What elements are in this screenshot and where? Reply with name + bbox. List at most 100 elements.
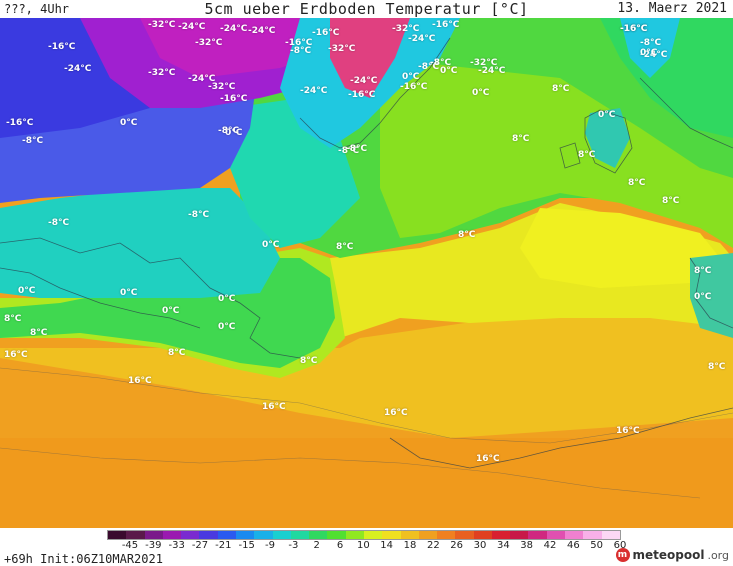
temperature-label: 0°C: [225, 128, 243, 138]
color-scale-segment: [199, 531, 218, 539]
init-time: +69h Init:06Z10MAR2021: [4, 552, 163, 566]
color-scale-tick: 50: [590, 540, 604, 551]
temperature-label: -32°C: [392, 24, 420, 34]
color-scale-tick: 10: [356, 540, 370, 551]
color-scale-segment: [455, 531, 474, 539]
temperature-label: 8°C: [552, 84, 570, 94]
temperature-label: 8°C: [300, 356, 318, 366]
temperature-label: -24°C: [478, 66, 506, 76]
color-scale-segment: [217, 531, 236, 539]
color-scale-segment: [108, 531, 127, 539]
color-scale-segment: [565, 531, 584, 539]
color-scale-tick: 26: [450, 540, 464, 551]
color-scale-tick: 22: [426, 540, 440, 551]
color-scale-segment: [418, 531, 438, 539]
color-scale-segment: [510, 531, 529, 539]
color-scale-segment: [254, 531, 273, 539]
temperature-label: -16°C: [6, 118, 34, 128]
color-scale-segment: [546, 531, 566, 539]
temperature-label: -8°C: [290, 46, 312, 56]
color-scale-segment: [437, 531, 456, 539]
color-scale-segment: [473, 531, 492, 539]
temperature-label: -24°C: [300, 86, 328, 96]
temperature-label: -8°C: [48, 218, 70, 228]
color-scale-segment: [181, 531, 200, 539]
temperature-label: 8°C: [336, 242, 354, 252]
color-scale-segment: [272, 531, 291, 539]
temperature-label: 16°C: [128, 376, 152, 386]
color-scale-segment: [601, 531, 620, 539]
temperature-label: -24°C: [188, 74, 216, 84]
temperature-label: 0°C: [262, 240, 280, 250]
color-scale-segment: [583, 531, 602, 539]
color-scale-tick: 34: [496, 540, 510, 551]
temperature-label: -24°C: [248, 26, 276, 36]
color-scale-tick: 18: [403, 540, 417, 551]
temperature-label: -16°C: [432, 20, 460, 30]
temperature-label: -8°C: [346, 144, 368, 154]
color-scale-segment: [309, 531, 328, 539]
temperature-label: 8°C: [628, 178, 646, 188]
meteopool-logo: m meteopool .org: [615, 546, 729, 564]
logo-tld: .org: [707, 548, 729, 562]
map-footer: -45 -39 -33 -27 -21 -15 -9 -3 2 6 10 14 18 22 26 30 34 38…: [0, 528, 733, 566]
temperature-label: -16°C: [400, 82, 428, 92]
color-scale-tick: 30: [473, 540, 487, 551]
color-scale-tick: 60: [613, 540, 627, 551]
color-scale-segment: [235, 531, 255, 539]
temperature-label: -32°C: [195, 38, 223, 48]
color-scale-tick: 2: [313, 540, 320, 551]
color-scale-tick: -21: [215, 540, 232, 551]
color-scale-segment: [345, 531, 364, 539]
map-title: 5cm ueber Erdboden Temperatur [°C]: [204, 0, 529, 18]
temperature-label: -8°C: [640, 38, 662, 48]
logo-text: meteopool: [632, 548, 705, 562]
temperature-label: -24°C: [350, 76, 378, 86]
color-scale-segment: [162, 531, 182, 539]
temperature-label: 0°C: [402, 72, 420, 82]
temperature-label: -8°C: [218, 126, 240, 136]
temperature-label: -16°C: [348, 90, 376, 100]
temperature-field: [0, 18, 733, 528]
valid-time: ???, 4Uhr: [4, 2, 70, 16]
temperature-label: 8°C: [458, 230, 476, 240]
temperature-label: -16°C: [312, 28, 340, 38]
color-scale-segment: [491, 531, 511, 539]
color-scale-tick: -3: [288, 540, 299, 551]
temperature-label: 8°C: [4, 314, 22, 324]
temperature-label: -24°C: [408, 34, 436, 44]
temperature-label: 0°C: [162, 306, 180, 316]
color-scale-segment: [400, 531, 419, 539]
temperature-map: -32°C -24°C -24°C -24°C -32°C -16°C -16°C -16°C…: [0, 18, 733, 528]
color-scale-ticks: -45 -39 -33 -27 -21 -15 -9 -3 2 6 10 14 18 22 26 30 34 38…: [100, 540, 640, 552]
temperature-label: 0°C: [218, 294, 236, 304]
temperature-label: -32°C: [148, 68, 176, 78]
temperature-label: -24°C: [64, 64, 92, 74]
temperature-label: 0°C: [598, 110, 616, 120]
temperature-label: 8°C: [578, 150, 596, 160]
color-scale-segment: [528, 531, 547, 539]
color-scale-tick: -15: [238, 540, 255, 551]
color-scale-bar: [107, 530, 621, 540]
color-scale-segment: [290, 531, 310, 539]
color-scale-tick: -27: [191, 540, 209, 551]
temperature-label: 8°C: [168, 348, 186, 358]
temperature-label: -8°C: [188, 210, 210, 220]
map-header: ???, 4Uhr 5cm ueber Erdboden Temperatur …: [0, 0, 733, 18]
color-scale-segment: [363, 531, 383, 539]
color-scale-tick: -45: [121, 540, 139, 551]
temperature-label: -24°C: [220, 24, 248, 34]
color-scale-tick: -39: [145, 540, 162, 551]
color-scale-segment: [382, 531, 401, 539]
temperature-label: 0°C: [440, 66, 458, 76]
temperature-label: -16°C: [620, 24, 648, 34]
color-scale-tick: 42: [543, 540, 557, 551]
temperature-label: -24°C: [640, 50, 668, 60]
color-scale-tick: 14: [380, 540, 394, 551]
temperature-label: -16°C: [48, 42, 76, 52]
temperature-label: 0°C: [18, 286, 36, 296]
temperature-label: 16°C: [4, 350, 28, 360]
color-scale-segment: [126, 531, 145, 539]
temperature-label: 8°C: [662, 196, 680, 206]
temperature-label: 8°C: [30, 328, 48, 338]
